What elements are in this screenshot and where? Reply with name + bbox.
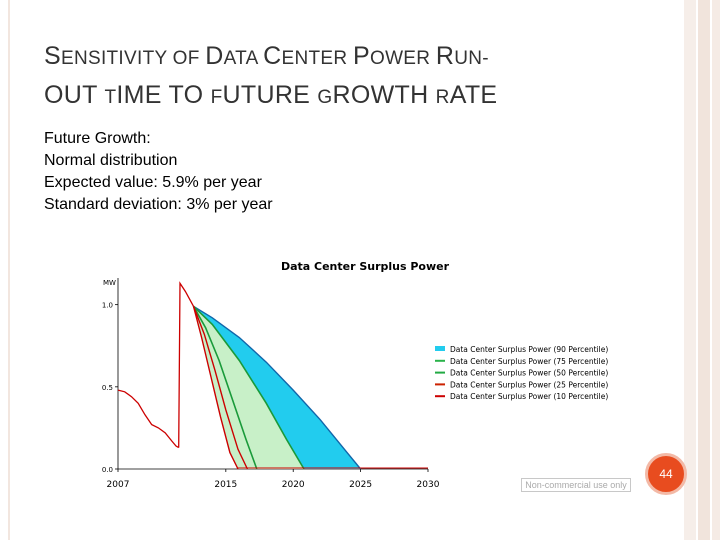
y-tick-label: 0.5 — [102, 384, 113, 392]
history-jump-line — [178, 281, 195, 448]
title-fragment: P — [353, 42, 370, 70]
title-fragment: D — [205, 42, 224, 70]
legend-label: Data Center Surplus Power (90 Percentile… — [450, 345, 608, 354]
body-text: Future Growth: Normal distribution Expec… — [44, 128, 464, 216]
y-axis-unit-label: MW — [103, 279, 116, 287]
y-tick-label: 1.0 — [102, 302, 113, 310]
legend-label: Data Center Surplus Power (75 Percentile… — [450, 357, 608, 366]
title-fragment: UN- — [454, 48, 489, 69]
title-fragment: ENTER — [281, 48, 354, 69]
x-tick-label: 2007 — [107, 480, 130, 490]
title-line-2: OUT TIME TO FUTURE GROWTH RATE — [44, 77, 644, 116]
history-line — [117, 389, 180, 449]
legend-label: Data Center Surplus Power (25 Percentile… — [450, 380, 608, 389]
title-fragment: R — [435, 42, 455, 70]
title-fragment: R — [435, 87, 450, 108]
title-fragment: OWER — [370, 48, 436, 69]
title-fragment: F — [210, 87, 223, 108]
x-tick-label: 2015 — [214, 480, 237, 490]
slide-title: SENSITIVITY OF DATA CENTER POWER RUN- OU… — [44, 38, 644, 116]
title-fragment: ENSITIVITY OF — [60, 48, 206, 69]
y-tick-label: 0.0 — [102, 466, 113, 474]
legend-label: Data Center Surplus Power (50 Percentile… — [450, 369, 608, 378]
title-fragment: IME TO — [116, 81, 211, 109]
series-75-percentile-area — [193, 306, 304, 469]
x-tick-label: 2030 — [417, 480, 440, 490]
watermark-label: Non-commercial use only — [521, 478, 631, 492]
title-fragment: T — [104, 87, 117, 108]
page-number-badge: 44 — [645, 453, 687, 495]
series-75-percentile-line — [192, 305, 305, 470]
slide-left-border — [8, 0, 10, 540]
x-tick-label: 2025 — [349, 480, 372, 490]
body-line: Normal distribution — [44, 152, 178, 169]
title-fragment: ATE — [449, 81, 498, 109]
title-fragment: S — [44, 42, 61, 70]
legend-box — [430, 342, 628, 408]
legend-label: Data Center Surplus Power (10 Percentile… — [450, 392, 608, 401]
legend-swatch — [435, 346, 445, 351]
series-10-percentile-line — [192, 306, 239, 470]
body-line: Future Growth: — [44, 130, 151, 147]
slide-right-border — [684, 0, 720, 540]
title-fragment: ROWTH — [332, 81, 436, 109]
series-50-percentile-line — [192, 305, 258, 470]
chart-title: Data Center Surplus Power — [281, 260, 450, 273]
title-fragment: OUT — [44, 81, 105, 109]
title-fragment: ATA — [223, 48, 264, 69]
body-line: Expected value: 5.9% per year — [44, 174, 262, 191]
series-90-percentile-line — [193, 305, 362, 470]
x-tick-label: 2020 — [282, 480, 305, 490]
body-line: Standard deviation: 3% per year — [44, 196, 273, 213]
title-fragment: G — [317, 87, 333, 108]
title-line-1: SENSITIVITY OF DATA CENTER POWER RUN- — [44, 38, 644, 77]
title-fragment: C — [263, 42, 282, 70]
title-fragment: UTURE — [222, 81, 318, 109]
series-25-percentile-line — [192, 306, 249, 470]
